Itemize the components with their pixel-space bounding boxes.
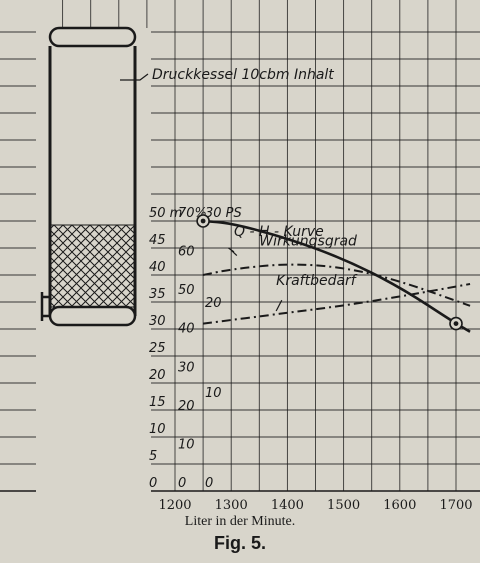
tank-water-fill — [49, 224, 136, 308]
x-tick-label: 1400 — [271, 498, 304, 512]
tank-label: Druckkessel 10cbm Inhalt — [152, 67, 334, 83]
tank-top-cap — [48, 26, 137, 48]
tank-outlet-flange — [40, 292, 50, 321]
y-tick-label: 0 — [149, 476, 157, 491]
y-tick-label: 10 — [149, 422, 166, 437]
tank-label-leader — [120, 73, 149, 81]
series-label-leader — [275, 299, 283, 312]
x-tick-label: 1500 — [327, 498, 360, 512]
x-tick-label: 1300 — [215, 498, 248, 512]
y-tick-label: 20 — [178, 399, 195, 414]
series-marker-dot — [200, 218, 206, 224]
y-tick-label: 25 — [149, 341, 166, 356]
series-label-leader — [228, 247, 235, 253]
y-tick-label: 30 — [149, 314, 166, 329]
y-tick-label: 50 m — [149, 206, 182, 221]
series-label-q-h-kurve: Q - H - Kurve — [234, 224, 324, 240]
pressure-tank: Druckkessel 10cbm Inhalt — [36, 26, 334, 500]
x-tick-label: 1600 — [383, 498, 416, 512]
y-tick-label: 0 — [205, 476, 213, 491]
y-tick-label: 20 — [205, 296, 222, 311]
y-tick-label: 35 — [149, 287, 166, 302]
y-tick-label: 10 — [178, 437, 195, 452]
series-line-q-h-kurve — [203, 219, 471, 333]
y-tick-label: 40 — [178, 322, 195, 337]
x-tick-label: 1200 — [158, 498, 191, 512]
y-tick-label: 45 — [149, 233, 166, 248]
y-tick-label: 15 — [149, 395, 166, 410]
series-label-kraftbedarf: Kraftbedarf — [276, 273, 358, 289]
tank-bottom-cap — [48, 305, 137, 327]
figure-svg: Druckkessel 10cbm Inhalt 1200 1300 1400 150… — [0, 0, 480, 512]
series-line-kraftbedarf — [202, 283, 471, 325]
y-tick-label: 30 — [178, 360, 195, 375]
y-tick-label: 10 — [205, 386, 222, 401]
figure-caption: Fig. 5. — [213, 533, 266, 553]
axis-tick-labels: 1200 1300 1400 1500 1600 1700 0 5 10 15 20 25 30 35 40… — [149, 206, 473, 512]
y-tick-label: 30 PS — [205, 206, 242, 221]
y-tick-label: 60 — [178, 245, 195, 260]
y-tick-label: 0 — [178, 476, 186, 491]
y-tick-label: 40 — [149, 260, 166, 275]
y-tick-label: 50 — [178, 283, 195, 298]
x-axis-label: Liter in der Minute. — [184, 514, 296, 529]
x-tick-label: 1700 — [439, 498, 472, 512]
series-line-wirkungsgrad — [202, 263, 471, 307]
y-tick-label: 5 — [149, 449, 157, 464]
y-tick-label: 20 — [149, 368, 166, 383]
series-label-wirkungsgrad: Wirkungsgrad — [259, 234, 357, 250]
series-marker-dot — [453, 321, 459, 326]
